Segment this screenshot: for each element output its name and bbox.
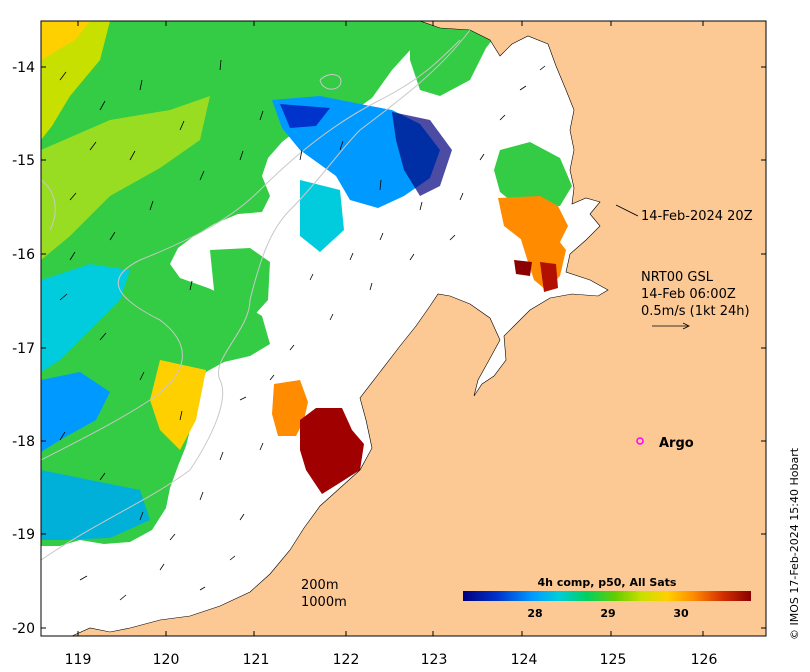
current-time-label: 14-Feb 06:00Z [641, 287, 736, 302]
y-tick-minus-17: -17 [12, 341, 35, 357]
argo-label: Argo [659, 436, 694, 451]
x-tick-123: 123 [421, 652, 448, 668]
y-tick-minus-18: -18 [12, 434, 35, 450]
colorbar-title: 4h comp, p50, All Sats [538, 576, 677, 589]
map-frame [40, 20, 767, 637]
coast-time-pointer [615, 204, 639, 217]
map-plot-area: 14-Feb-2024 20Z NRT00 GSL 14-Feb 06:00Z … [41, 21, 766, 636]
current-product-label: NRT00 GSL [641, 270, 714, 285]
x-tick-121: 121 [243, 652, 270, 668]
sst-blue-patch-top [280, 104, 330, 128]
sst-green-coast [494, 142, 572, 208]
sst-cyan-mid [300, 180, 344, 252]
current-vectors [59, 59, 546, 601]
land-mass [71, 21, 766, 636]
y-tick-marks [41, 66, 766, 629]
sst-hot-spot-small [514, 260, 532, 276]
current-scale-label: 0.5m/s (1kt 24h) [641, 304, 750, 319]
coast-time-label: 14-Feb-2024 20Z [641, 209, 753, 224]
x-tick-125: 125 [600, 652, 627, 668]
sst-cyan-west [41, 264, 130, 372]
x-tick-marks [77, 21, 704, 636]
argo-marker-icon [636, 437, 644, 445]
sst-hot-patch-south [300, 408, 364, 494]
sst-cyan-southwest [41, 470, 150, 540]
sst-green-north [410, 21, 500, 96]
sst-field [41, 21, 766, 546]
y-tick-labels: -14 -15 -16 -17 -18 -19 -20 [12, 60, 35, 637]
isobath-1000-label: 1000m [301, 595, 347, 610]
y-tick-minus-15: -15 [12, 153, 35, 169]
x-tick-120: 120 [153, 652, 180, 668]
x-tick-labels: 119 120 121 122 123 124 125 126 [65, 652, 718, 668]
colorbar [463, 591, 751, 601]
sst-green-island [210, 248, 270, 320]
isobath-contours [41, 29, 471, 561]
colorbar-tick-30: 30 [673, 607, 689, 620]
x-tick-119: 119 [65, 652, 92, 668]
sst-hot-spot-mid [540, 262, 558, 292]
x-tick-122: 122 [333, 652, 360, 668]
colorbar-tick-29: 29 [600, 607, 615, 620]
sst-yellow-strip [150, 360, 206, 450]
y-tick-minus-20: -20 [12, 621, 35, 637]
credit-text: © IMOS 17-Feb-2024 15:40 Hobart [788, 447, 801, 640]
sst-deep-blue-patch [392, 112, 452, 196]
current-scale-arrowhead-icon [682, 322, 690, 330]
sst-warm-patch-south [272, 380, 308, 436]
y-tick-minus-14: -14 [12, 60, 35, 76]
sst-blue-west [41, 372, 110, 452]
x-tick-124: 124 [511, 652, 538, 668]
y-tick-minus-19: -19 [12, 527, 35, 543]
x-tick-126: 126 [691, 652, 718, 668]
sst-warm-corner [41, 21, 90, 60]
sst-lightgreen-band [41, 96, 210, 260]
isobath-200-label: 200m [301, 578, 338, 593]
sst-warm-tongue [41, 21, 110, 140]
y-tick-minus-16: -16 [12, 247, 35, 263]
colorbar-tick-28: 28 [527, 607, 542, 620]
